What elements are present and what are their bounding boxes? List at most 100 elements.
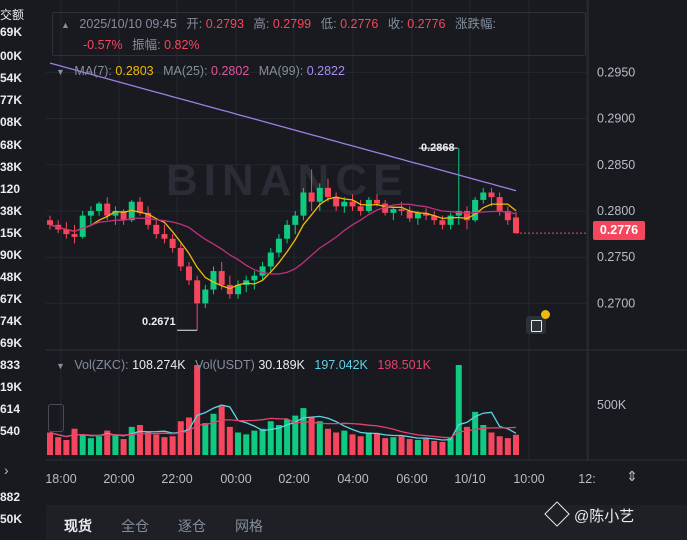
x-tick-label: 04:00	[337, 472, 368, 486]
notes-icon[interactable]	[526, 310, 550, 334]
ma7-label: MA(7):	[74, 64, 112, 78]
volume-bar	[63, 440, 70, 455]
volume-bar	[243, 434, 250, 455]
candle-body	[267, 252, 274, 267]
volume-bar	[71, 428, 78, 455]
candle-body	[169, 238, 176, 248]
candle-body	[480, 192, 487, 200]
tab-isolated[interactable]: 逐仓	[178, 518, 206, 534]
volume-bar	[423, 438, 430, 455]
left-strip-item: 50K	[0, 512, 23, 526]
volume-bar	[333, 432, 340, 455]
volume-bar	[235, 432, 242, 455]
watermark-logo-icon	[544, 501, 570, 527]
x-tick-label: 00:00	[220, 472, 251, 486]
candle-body	[259, 266, 266, 276]
candle-body	[341, 201, 348, 207]
candle-body	[87, 210, 94, 216]
volume-bar	[504, 438, 511, 455]
volume-bar	[382, 438, 389, 455]
volume-bar	[496, 436, 503, 455]
candle-body	[226, 284, 233, 295]
ma25-line	[49, 203, 517, 275]
collapse-triangle-icon[interactable]: ▲	[61, 20, 70, 30]
candle-body	[79, 215, 86, 237]
candle-body	[382, 203, 389, 213]
left-strip-item: 48K	[0, 270, 23, 284]
candle-body	[447, 215, 454, 225]
x-tick-label: 18:00	[46, 472, 77, 486]
volume-bar	[390, 437, 397, 455]
ma99-value: 0.2822	[306, 64, 345, 78]
ma7-value: 0.2803	[115, 64, 154, 78]
high-value: 0.2799	[272, 17, 312, 31]
volume-bar	[136, 425, 143, 455]
change-label: 涨跌幅:	[454, 17, 496, 31]
volume-bar	[398, 436, 405, 455]
volume-bar	[431, 440, 438, 455]
volume-bar	[267, 421, 274, 455]
candle-body	[161, 234, 168, 239]
notification-dot-icon	[541, 310, 550, 319]
candle-body	[136, 201, 143, 213]
tab-cross[interactable]: 全仓	[121, 518, 149, 534]
candle-body	[71, 234, 78, 237]
candle-body	[153, 224, 160, 235]
candle-body	[275, 238, 282, 253]
volume-bar	[472, 411, 479, 455]
x-tick-label: 10:00	[513, 472, 544, 486]
volume-bar	[374, 433, 381, 455]
y-tick-label: 0.2900	[597, 112, 635, 126]
candle-body	[357, 206, 364, 211]
x-tick-label: 20:00	[103, 472, 134, 486]
chart-panel[interactable]: BINANCE 0.2950 0.2900 0.2850 0.2800 0.2750 0.2…	[46, 0, 687, 505]
volume-bar	[218, 406, 225, 455]
volume-bar	[194, 365, 201, 455]
volume-bar	[202, 423, 209, 455]
candle-body	[251, 275, 258, 281]
volume-bar	[324, 428, 331, 455]
left-strip-item: 90K	[0, 248, 23, 262]
low-marker-label: 0.2671	[142, 316, 176, 328]
chart-svg[interactable]: BINANCE 0.2950 0.2900 0.2850 0.2800 0.2750 0.2…	[46, 0, 687, 505]
volume-bar	[341, 430, 348, 455]
left-strip-item: 19K	[0, 380, 23, 394]
tab-spot[interactable]: 现货	[64, 518, 92, 534]
y-tick-label: 0.2850	[597, 158, 635, 172]
left-strip-item: 68K	[0, 138, 23, 152]
tab-grid[interactable]: 网格	[235, 518, 263, 534]
left-strip-item: 833	[0, 358, 21, 372]
volume-bar	[128, 426, 135, 455]
vol-collapse-icon[interactable]: ▼	[56, 361, 65, 371]
author-watermark: @陈小艺	[544, 501, 634, 527]
chevron-right-icon[interactable]: ›	[4, 462, 9, 478]
high-label: 高:	[253, 17, 270, 31]
change-value: -0.57%	[83, 38, 123, 52]
scroll-handle[interactable]	[48, 404, 64, 432]
open-label: 开:	[186, 17, 203, 31]
volume-bar	[275, 425, 282, 455]
vol-ma2-line	[49, 417, 517, 439]
ma7-line	[49, 196, 517, 290]
candle-body	[292, 215, 299, 225]
y-tick-label: 0.2700	[597, 296, 635, 310]
volume-bar	[210, 413, 217, 455]
candle-body	[455, 210, 462, 216]
candle-body	[406, 210, 413, 219]
fit-expand-icon[interactable]: ⇕	[626, 468, 638, 484]
volume-bar	[145, 432, 152, 455]
y-tick-label: 0.2950	[597, 65, 635, 79]
ma-collapse-icon[interactable]: ▼	[56, 67, 65, 77]
volume-bar	[365, 432, 372, 455]
candle-body	[177, 247, 184, 267]
x-tick-label: 10/10	[454, 472, 485, 486]
candle-body	[316, 187, 323, 202]
x-tick-label: 02:00	[278, 472, 309, 486]
candle-body	[120, 210, 127, 221]
volume-bar	[480, 425, 487, 455]
candle-body	[300, 192, 307, 216]
candle-body	[513, 217, 519, 234]
candle-body	[414, 212, 421, 219]
vol-zkc-value: 108.274K	[132, 358, 186, 372]
left-strip-item: 882	[0, 490, 21, 504]
